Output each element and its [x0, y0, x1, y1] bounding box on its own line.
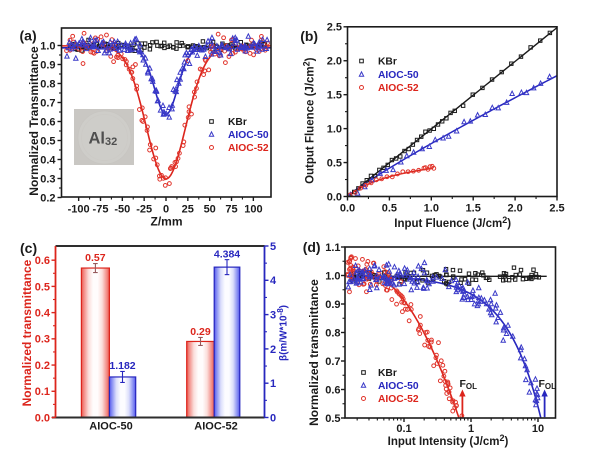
- svg-text:Input Intensity (J/cm2): Input Intensity (J/cm2): [388, 433, 509, 448]
- svg-text:10: 10: [532, 423, 544, 435]
- svg-text:(c): (c): [20, 240, 37, 256]
- svg-text:1.0: 1.0: [325, 270, 340, 282]
- svg-text:Z/mm: Z/mm: [150, 215, 182, 229]
- svg-text:AIOC-52: AIOC-52: [378, 394, 419, 405]
- svg-text:0.5: 0.5: [325, 413, 340, 425]
- svg-text:0.0: 0.0: [340, 203, 355, 215]
- svg-text:0.8: 0.8: [40, 78, 55, 90]
- svg-text:0.5: 0.5: [382, 203, 397, 215]
- svg-text:1.5: 1.5: [466, 203, 481, 215]
- svg-text:0.0: 0.0: [327, 191, 342, 203]
- svg-text:0.6: 0.6: [35, 255, 50, 267]
- svg-text:KBr: KBr: [378, 57, 397, 68]
- svg-text:0.6: 0.6: [40, 116, 55, 128]
- svg-text:0.29: 0.29: [190, 326, 211, 338]
- svg-text:β(m/W*10-8): β(m/W*10-8): [276, 305, 290, 361]
- svg-text:25: 25: [182, 203, 194, 215]
- svg-text:1.1: 1.1: [325, 242, 340, 254]
- svg-text:0.4: 0.4: [40, 154, 56, 166]
- svg-text:-100: -100: [68, 203, 90, 215]
- svg-text:0.5: 0.5: [327, 158, 342, 170]
- svg-text:2.5: 2.5: [549, 203, 564, 215]
- svg-text:2: 2: [270, 344, 276, 356]
- svg-text:0.2: 0.2: [40, 192, 55, 204]
- svg-text:0.0: 0.0: [35, 412, 50, 424]
- svg-text:0.1: 0.1: [396, 423, 411, 435]
- svg-text:AIOC-52: AIOC-52: [228, 143, 269, 154]
- svg-text:AIOC-50: AIOC-50: [228, 130, 269, 141]
- svg-text:Normalized transmittance: Normalized transmittance: [20, 259, 34, 406]
- svg-text:1.5: 1.5: [327, 90, 342, 102]
- svg-text:FOL: FOL: [460, 378, 478, 391]
- svg-text:AIOC-52: AIOC-52: [378, 83, 419, 94]
- svg-text:4: 4: [270, 275, 277, 287]
- svg-text:0.9: 0.9: [325, 299, 340, 311]
- svg-text:Output Fluence (J/cm2): Output Fluence (J/cm2): [302, 57, 317, 184]
- svg-text:75: 75: [225, 203, 237, 215]
- svg-text:(a): (a): [20, 28, 37, 44]
- svg-text:0.57: 0.57: [85, 252, 106, 264]
- svg-text:50: 50: [204, 203, 216, 215]
- svg-text:-50: -50: [114, 203, 130, 215]
- svg-text:0.3: 0.3: [35, 334, 50, 346]
- svg-text:4.384: 4.384: [214, 249, 240, 261]
- svg-text:0.4: 0.4: [35, 308, 51, 320]
- svg-text:-25: -25: [136, 203, 152, 215]
- svg-text:0.7: 0.7: [325, 356, 340, 368]
- svg-text:100: 100: [244, 203, 262, 215]
- svg-text:1.182: 1.182: [109, 360, 135, 372]
- svg-text:Input Fluence (J/cm2): Input Fluence (J/cm2): [394, 215, 511, 230]
- svg-text:Normalized transmittance: Normalized transmittance: [307, 279, 321, 426]
- svg-text:AIOC-52: AIOC-52: [194, 420, 237, 432]
- svg-text:(b): (b): [300, 28, 318, 44]
- svg-text:0.9: 0.9: [40, 59, 55, 71]
- svg-text:0: 0: [163, 203, 169, 215]
- svg-text:0.7: 0.7: [40, 97, 55, 109]
- svg-text:-75: -75: [93, 203, 109, 215]
- svg-text:0.5: 0.5: [35, 281, 50, 293]
- svg-text:KBr: KBr: [228, 117, 247, 128]
- svg-text:2.0: 2.0: [327, 56, 342, 68]
- svg-text:0.2: 0.2: [35, 360, 50, 372]
- svg-text:1: 1: [468, 423, 474, 435]
- svg-text:0.8: 0.8: [325, 327, 340, 339]
- svg-text:(d): (d): [303, 239, 321, 255]
- svg-text:1.0: 1.0: [40, 40, 55, 52]
- svg-text:FOL: FOL: [539, 378, 557, 391]
- svg-text:0.6: 0.6: [325, 384, 340, 396]
- svg-text:1: 1: [270, 378, 276, 390]
- svg-text:0: 0: [270, 412, 276, 424]
- svg-text:KBr: KBr: [378, 368, 397, 379]
- svg-text:0.3: 0.3: [40, 173, 55, 185]
- svg-text:1.0: 1.0: [327, 124, 342, 136]
- svg-text:Normalized Transmittance: Normalized Transmittance: [27, 46, 41, 196]
- svg-text:AIOC-50: AIOC-50: [378, 70, 419, 81]
- svg-text:2.5: 2.5: [327, 22, 342, 34]
- svg-text:0.5: 0.5: [40, 135, 55, 147]
- svg-text:3: 3: [270, 310, 276, 322]
- svg-text:0.1: 0.1: [35, 386, 50, 398]
- svg-text:1.0: 1.0: [424, 203, 439, 215]
- svg-text:5: 5: [270, 241, 276, 253]
- svg-text:2.0: 2.0: [507, 203, 522, 215]
- svg-text:AIOC-50: AIOC-50: [89, 420, 132, 432]
- svg-text:AIOC-50: AIOC-50: [378, 381, 419, 392]
